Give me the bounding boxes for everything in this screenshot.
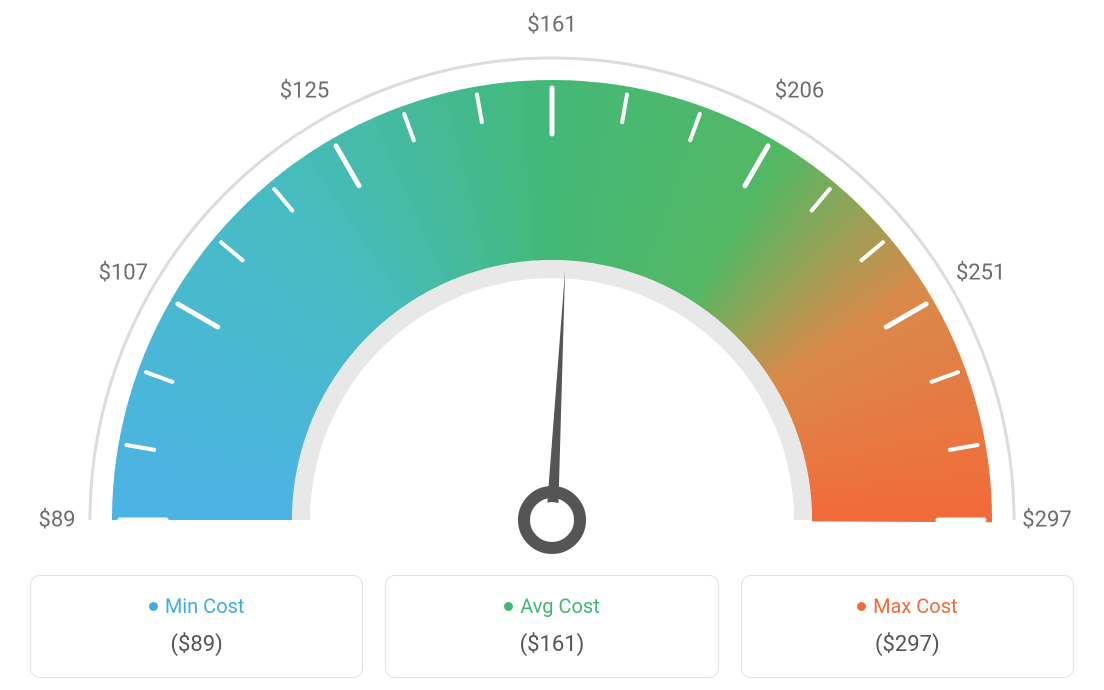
legend-label-min: Min Cost <box>165 594 245 618</box>
legend-title-min: Min Cost <box>149 594 245 618</box>
legend-card-min: Min Cost ($89) <box>30 575 363 678</box>
gauge-tick-label: $251 <box>956 260 1005 285</box>
legend-label-avg: Avg Cost <box>520 594 600 618</box>
gauge-svg <box>0 0 1104 560</box>
cost-gauge: $89 $107 $125 $161 $206 $251 $297 <box>0 0 1104 560</box>
legend-label-max: Max Cost <box>873 594 958 618</box>
legend-value-max: ($297) <box>875 632 940 657</box>
gauge-tick-label: $107 <box>99 260 148 285</box>
legend-card-avg: Avg Cost ($161) <box>385 575 718 678</box>
legend-card-max: Max Cost ($297) <box>741 575 1074 678</box>
gauge-tick-label: $206 <box>775 79 824 104</box>
legend-dot-max <box>857 602 866 611</box>
gauge-needle <box>547 270 565 503</box>
legend-dot-min <box>149 602 158 611</box>
legend-value-avg: ($161) <box>520 632 585 657</box>
gauge-needle-hub-inner <box>534 502 570 538</box>
legend-dot-avg <box>504 602 513 611</box>
gauge-tick-label: $297 <box>1022 508 1071 533</box>
gauge-tick-label: $161 <box>527 13 576 38</box>
legend-title-max: Max Cost <box>857 594 958 618</box>
gauge-tick-label: $125 <box>280 79 329 104</box>
legend-value-min: ($89) <box>171 632 223 657</box>
gauge-tick-label: $89 <box>38 508 75 533</box>
legend-row: Min Cost ($89) Avg Cost ($161) Max Cost … <box>30 575 1074 678</box>
legend-title-avg: Avg Cost <box>504 594 600 618</box>
